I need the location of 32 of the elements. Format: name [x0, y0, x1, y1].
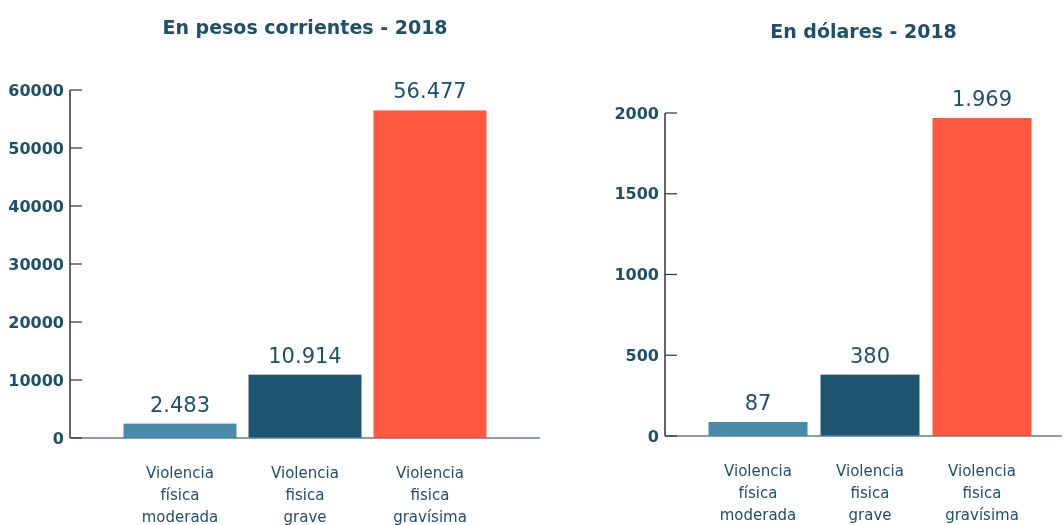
chart-title: En dólares - 2018 — [770, 20, 957, 42]
y-tick-label: 0 — [647, 426, 659, 446]
data-label: 2.483 — [149, 392, 211, 417]
y-tick-label: 20000 — [8, 312, 64, 332]
data-label: 1.969 — [951, 87, 1013, 112]
bar — [820, 374, 920, 436]
data-label: 380 — [849, 343, 891, 368]
y-tick-label: 50000 — [8, 138, 64, 158]
x-tick-label: Violencia fisica gravísima — [945, 462, 1019, 524]
y-tick-label: 60000 — [8, 80, 64, 100]
data-label: 87 — [744, 390, 772, 415]
x-tick-label: Violencia fisica gravísima — [393, 464, 467, 525]
bar — [932, 118, 1032, 436]
x-tick-label: Violencia física moderada — [719, 462, 797, 524]
y-tick-label: 500 — [625, 345, 659, 365]
y-tick-label: 30000 — [8, 254, 64, 274]
x-tick-label: Violencia fisica grave — [836, 462, 904, 524]
y-tick-label: 1000 — [614, 265, 659, 285]
data-label: 10.914 — [268, 343, 342, 368]
y-tick-label: 0 — [52, 428, 64, 448]
bar — [708, 421, 808, 436]
x-tick-label: Violencia fisica grave — [271, 464, 339, 525]
data-label: 56.477 — [393, 79, 467, 104]
y-tick-label: 1500 — [614, 184, 659, 204]
y-tick-label: 40000 — [8, 196, 64, 216]
chart-title: En pesos corrientes - 2018 — [162, 16, 448, 38]
y-tick-label: 10000 — [8, 370, 64, 390]
y-tick-label: 2000 — [614, 103, 659, 123]
bar — [123, 423, 237, 438]
bar — [248, 374, 362, 438]
x-tick-label: Violencia física moderada — [141, 464, 219, 525]
bar — [373, 110, 487, 438]
